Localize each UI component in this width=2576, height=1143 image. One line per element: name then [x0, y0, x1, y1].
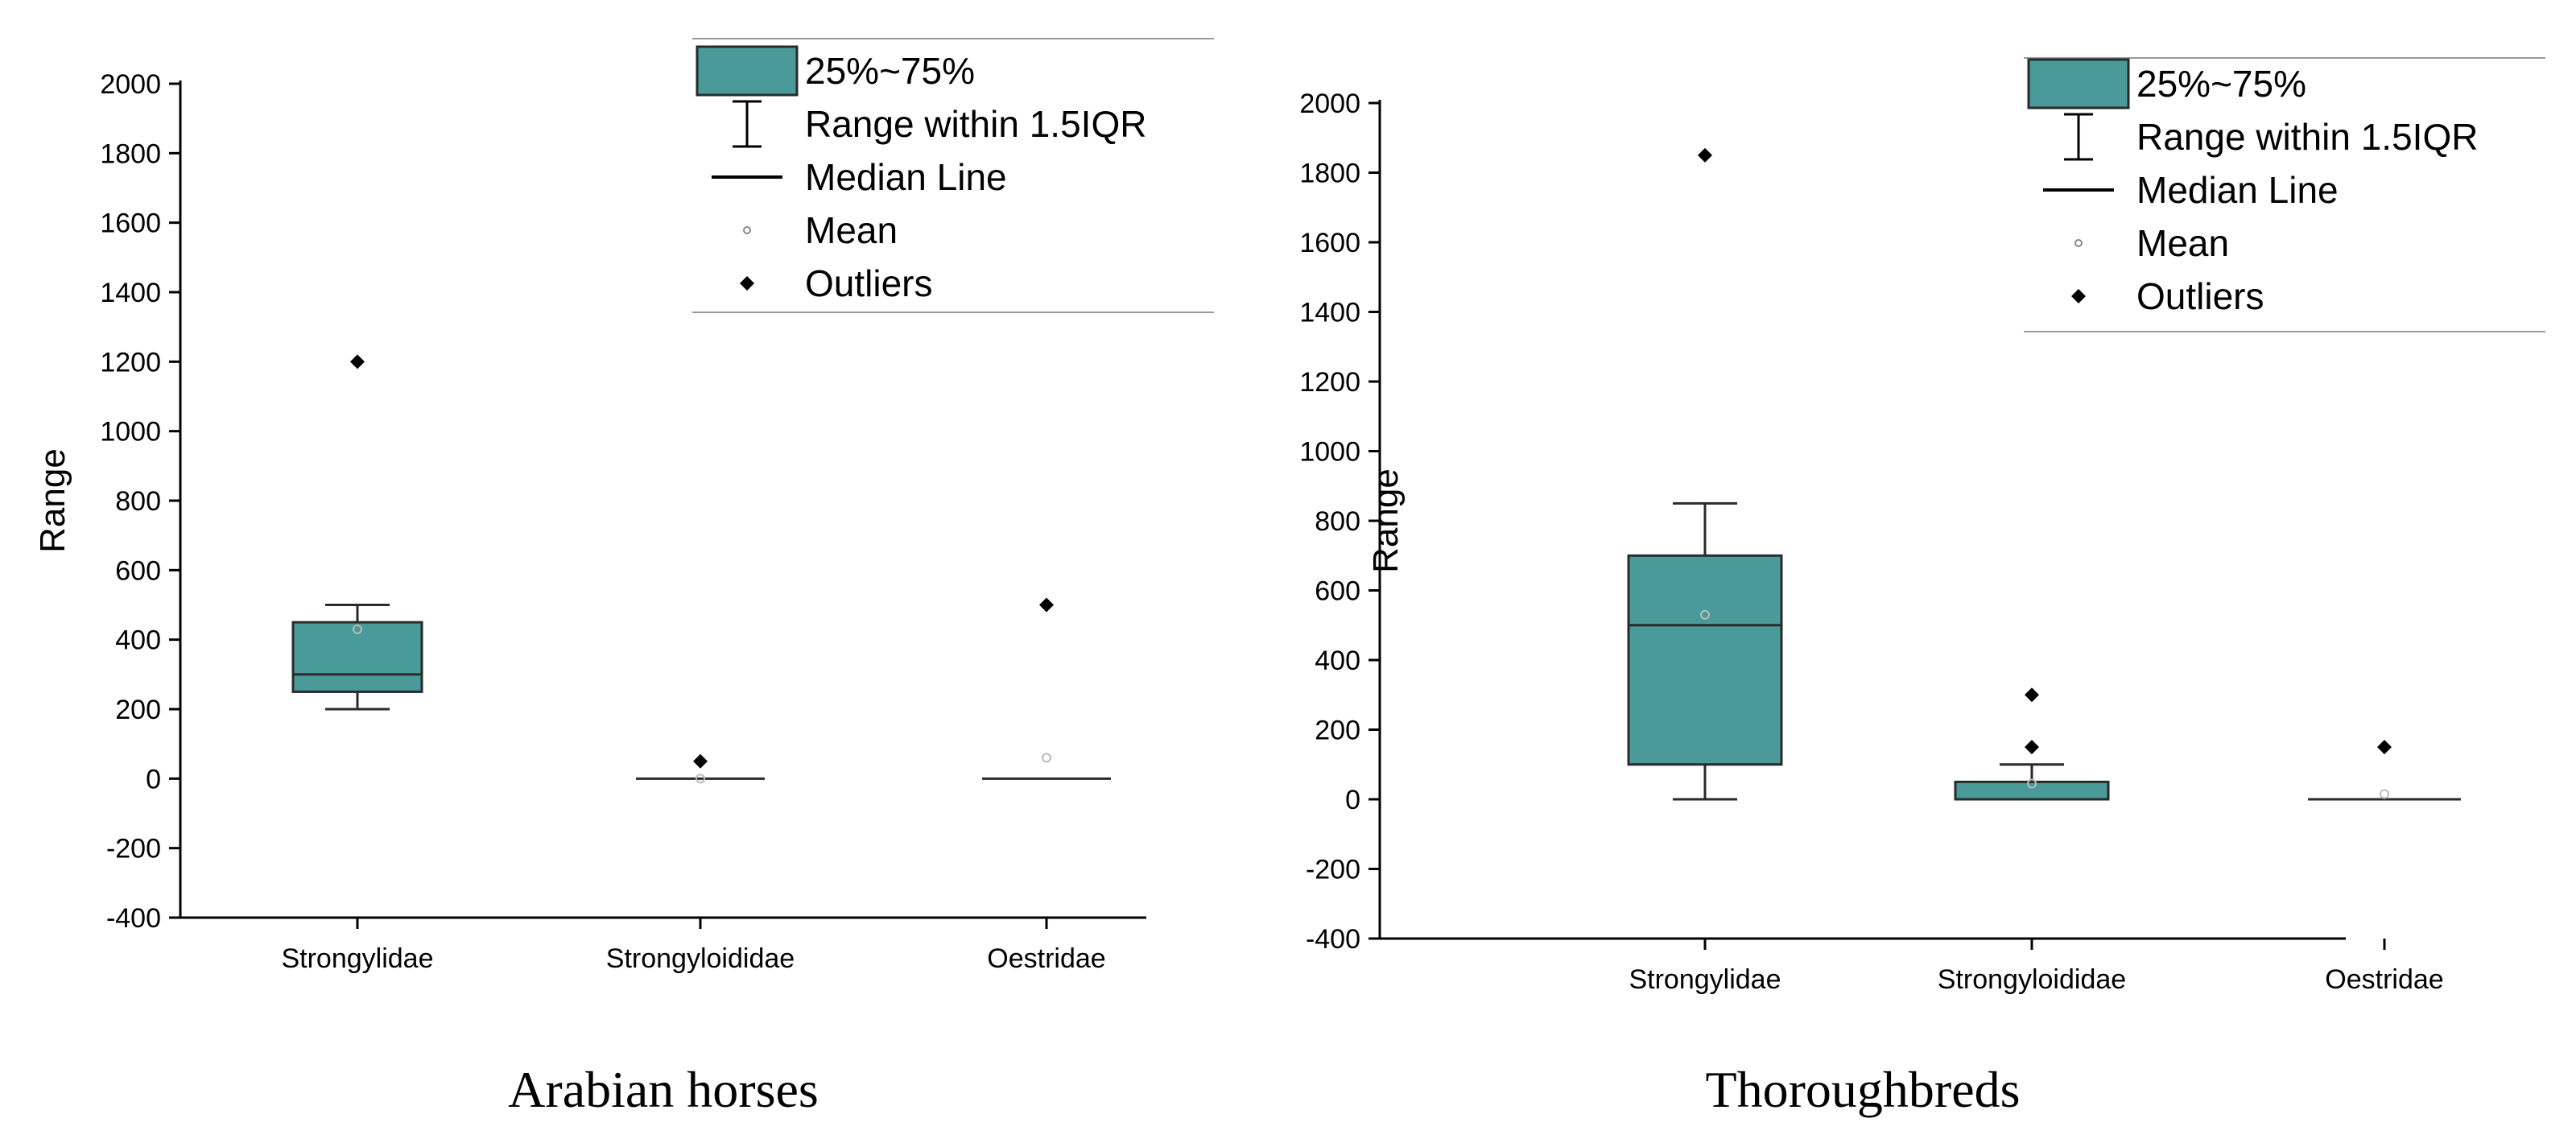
y-tick-label: 0 — [1345, 785, 1360, 815]
y-tick-label: 600 — [1315, 576, 1360, 607]
y-tick-label: -400 — [106, 903, 161, 934]
legend-entry-label: 25%~75% — [2136, 63, 2306, 105]
outlier-point — [350, 354, 365, 369]
legend-entry-label: 25%~75% — [805, 50, 975, 92]
mean-marker — [1700, 609, 1710, 620]
panel-caption: Thoroughbreds — [1705, 1061, 2020, 1118]
mean-marker — [2027, 778, 2037, 789]
box-oestridae — [982, 597, 1111, 780]
legend-entry-label: Range within 1.5IQR — [2136, 116, 2478, 158]
y-tick-label: 800 — [115, 486, 161, 517]
legend-swatch-outlier — [740, 276, 754, 291]
x-tick-label: Strongylidae — [281, 943, 433, 974]
y-tick-label: 600 — [115, 555, 161, 586]
y-tick-label: 1800 — [100, 138, 161, 169]
x-tick-label: Strongyloididae — [606, 943, 795, 974]
legend-entry-label: Range within 1.5IQR — [805, 103, 1146, 145]
y-tick-label: -400 — [1306, 924, 1360, 955]
y-tick-label: 0 — [146, 764, 161, 794]
x-tick-label: Strongyloididae — [1938, 964, 2126, 995]
y-tick-label: 200 — [1315, 716, 1360, 746]
legend: 25%~75% Range within 1.5IQR Median Line Mea… — [692, 38, 1214, 313]
legend-entry-label: Mean — [2136, 222, 2229, 264]
chart-panel-2: 2000180016001400120010008006004002000-20… — [1299, 57, 2545, 1118]
y-tick-label: 1200 — [100, 347, 161, 378]
x-tick-label: Oestridae — [2325, 964, 2443, 995]
mean-marker — [1042, 753, 1051, 763]
y-tick-label: 800 — [1315, 506, 1360, 537]
mean-marker — [353, 624, 362, 634]
y-tick-label: 1600 — [1299, 228, 1360, 258]
mean-marker — [2380, 789, 2389, 799]
box-strongyloididae — [636, 753, 765, 784]
legend-entry-label: Outliers — [805, 262, 932, 304]
y-tick-label: 1000 — [100, 417, 161, 448]
x-tick-label: Strongylidae — [1629, 964, 1781, 995]
outlier-point — [2025, 687, 2039, 703]
legend-swatch-mean — [743, 226, 751, 234]
y-tick-label: 1800 — [1299, 159, 1360, 189]
legend: 25%~75% Range within 1.5IQR Median Line Mea… — [2024, 57, 2545, 332]
outlier-point — [2025, 740, 2039, 755]
y-tick-label: 400 — [1315, 646, 1360, 676]
y-tick-label: 400 — [115, 625, 161, 656]
legend-entry-label: Mean — [805, 209, 898, 251]
box-strongyloididae — [1954, 687, 2110, 801]
y-tick-label: -200 — [1306, 855, 1360, 885]
outlier-point — [1039, 597, 1054, 613]
box-iqr — [1627, 554, 1783, 766]
y-tick-label: 1400 — [1299, 298, 1360, 328]
box-strongylidae — [1627, 147, 1783, 801]
mean-marker — [696, 774, 705, 784]
panel-caption: Arabian horses — [508, 1061, 819, 1118]
outlier-point — [1698, 147, 1712, 163]
y-tick-label: 1200 — [1299, 367, 1360, 398]
chart-panel-1: 2000180016001400120010008006004002000-20… — [33, 38, 1214, 1118]
y-tick-label: 2000 — [100, 69, 161, 100]
y-tick-label: 200 — [115, 695, 161, 725]
outlier-point — [693, 753, 708, 769]
y-tick-label: 2000 — [1299, 89, 1360, 119]
legend-entry-label: Median Line — [2136, 169, 2339, 211]
legend-entry-label: Median Line — [805, 156, 1007, 198]
box-oestridae — [2308, 740, 2461, 801]
y-axis-label: Range — [1366, 468, 1406, 573]
legend-swatch-mean — [2074, 239, 2083, 247]
y-tick-label: 1400 — [100, 278, 161, 308]
x-tick-label: Oestridae — [987, 943, 1105, 974]
box-strongylidae — [291, 354, 423, 711]
y-tick-label: 1600 — [100, 208, 161, 239]
box-iqr — [1954, 780, 2110, 801]
y-tick-label: -200 — [106, 834, 161, 864]
outlier-point — [2377, 740, 2392, 755]
legend-swatch-box — [696, 45, 799, 97]
legend-swatch-outlier — [2071, 289, 2086, 303]
y-axis-label: Range — [33, 448, 72, 553]
box-iqr — [291, 621, 423, 693]
y-tick-label: 1000 — [1299, 437, 1360, 468]
legend-swatch-box — [2027, 58, 2130, 109]
legend-entry-label: Outliers — [2136, 275, 2264, 317]
